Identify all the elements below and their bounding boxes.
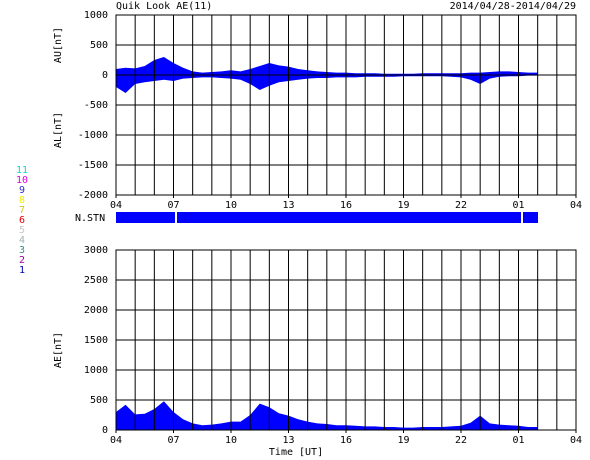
- x-tick-label: 04: [570, 435, 582, 446]
- x-tick-label: 13: [282, 200, 294, 211]
- station-count: 11: [16, 165, 28, 176]
- plot-frame: [115, 14, 577, 196]
- title: Quik Look AE(11): [116, 1, 212, 12]
- x-tick-label: 13: [282, 435, 294, 446]
- x-axis-label: Time [UT]: [269, 447, 323, 458]
- y-tick-label: -1500: [78, 160, 108, 171]
- y-tick-label: 3000: [84, 245, 108, 256]
- station-bar: [116, 212, 538, 223]
- area: [116, 75, 538, 93]
- x-tick-label: 01: [512, 435, 524, 446]
- station-count: 4: [19, 235, 25, 246]
- x-tick-label: 10: [225, 200, 237, 211]
- station-count: 9: [19, 185, 25, 196]
- x-tick-label: 16: [340, 435, 352, 446]
- y-tick-label: 2000: [84, 305, 108, 316]
- x-tick-label: 19: [397, 200, 409, 211]
- station-gap: [521, 212, 523, 223]
- y-tick-label: -1000: [78, 130, 108, 141]
- station-count: 7: [19, 205, 25, 216]
- x-tick-label: 04: [570, 200, 582, 211]
- y-tick-label: 500: [90, 395, 108, 406]
- y-tick-label: -2000: [78, 190, 108, 201]
- x-tick-label: 19: [397, 435, 409, 446]
- station-count: 5: [19, 225, 25, 236]
- x-tick-label: 01: [512, 200, 524, 211]
- area: [116, 57, 538, 75]
- y-tick-label: 1000: [84, 10, 108, 21]
- station-count: 1: [19, 265, 25, 276]
- y-tick-label: 0: [102, 70, 108, 81]
- x-tick-label: 07: [167, 200, 179, 211]
- y-tick-label: 500: [90, 40, 108, 51]
- station-count: 6: [19, 215, 25, 226]
- y-tick-label: 0: [102, 425, 108, 436]
- x-tick-label: 10: [225, 435, 237, 446]
- y-axis-label: AL[nT]: [53, 112, 64, 148]
- x-tick-label: 04: [110, 435, 122, 446]
- y-axis-label: AE[nT]: [53, 332, 64, 368]
- x-tick-label: 22: [455, 435, 467, 446]
- x-tick-label: 04: [110, 200, 122, 211]
- station-label: N.STN: [75, 213, 105, 224]
- plot-frame: [115, 249, 577, 431]
- station-count: 10: [16, 175, 28, 186]
- y-tick-label: 1500: [84, 335, 108, 346]
- x-tick-label: 22: [455, 200, 467, 211]
- y-tick-label: -500: [84, 100, 108, 111]
- x-tick-label: 07: [167, 435, 179, 446]
- x-tick-label: 16: [340, 200, 352, 211]
- station-count: 3: [19, 245, 25, 256]
- y-tick-label: 2500: [84, 275, 108, 286]
- y-axis-label: AU[nT]: [53, 27, 64, 63]
- date-range: 2014/04/28-2014/04/29: [450, 1, 576, 12]
- station-count: 2: [19, 255, 25, 266]
- y-tick-label: 1000: [84, 365, 108, 376]
- station-gap: [175, 212, 177, 223]
- station-count: 8: [19, 195, 25, 206]
